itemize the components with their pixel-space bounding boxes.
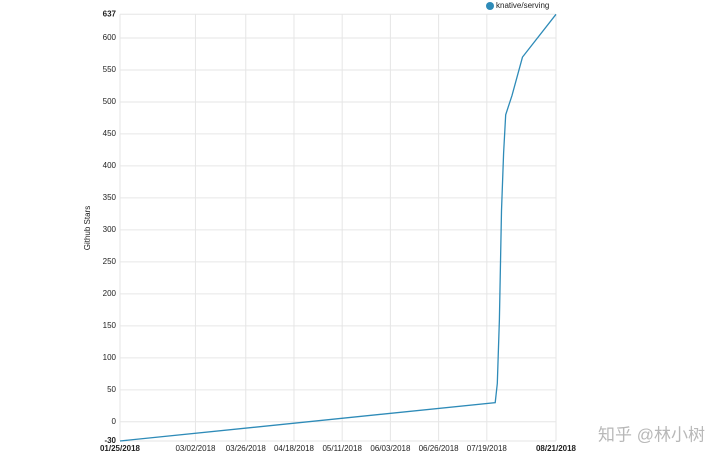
x-tick-label: 06/03/2018 bbox=[370, 444, 411, 453]
x-tick-label: 04/18/2018 bbox=[274, 444, 315, 453]
y-tick-label: 250 bbox=[103, 257, 117, 266]
y-tick-label: -30 bbox=[104, 436, 116, 445]
x-tick-label: 03/26/2018 bbox=[226, 444, 267, 453]
line bbox=[119, 13, 557, 442]
legend-marker bbox=[486, 2, 494, 10]
y-tick-label: 0 bbox=[112, 417, 117, 426]
x-tick-label: 05/11/2018 bbox=[322, 444, 362, 453]
y-tick-label: 300 bbox=[103, 225, 117, 234]
y-tick-label: 500 bbox=[103, 97, 117, 106]
y-tick-label: 100 bbox=[103, 353, 117, 362]
y-tick-label: 637 bbox=[103, 9, 117, 18]
y-tick-label: 350 bbox=[103, 193, 117, 202]
x-tick-label: 08/21/2018 bbox=[536, 444, 577, 453]
y-tick-label: 150 bbox=[103, 321, 117, 330]
x-tick-label: 06/26/2018 bbox=[419, 444, 460, 453]
y-tick-label: 50 bbox=[107, 385, 116, 394]
y-tick-label: 400 bbox=[103, 161, 117, 170]
legend-label: knative/serving bbox=[496, 1, 549, 10]
x-tick-label: 01/25/2018 bbox=[100, 444, 141, 453]
y-tick-label: 200 bbox=[103, 289, 117, 298]
y-tick-label: 450 bbox=[103, 129, 117, 138]
y-tick-label: 600 bbox=[103, 33, 117, 42]
watermark: 知乎 @林小树 bbox=[598, 425, 705, 444]
y-axis-label: Github Stars bbox=[83, 206, 92, 250]
x-tick-label: 07/19/2018 bbox=[467, 444, 508, 453]
y-tick-label: 550 bbox=[103, 65, 117, 74]
x-tick-label: 03/02/2018 bbox=[175, 444, 216, 453]
